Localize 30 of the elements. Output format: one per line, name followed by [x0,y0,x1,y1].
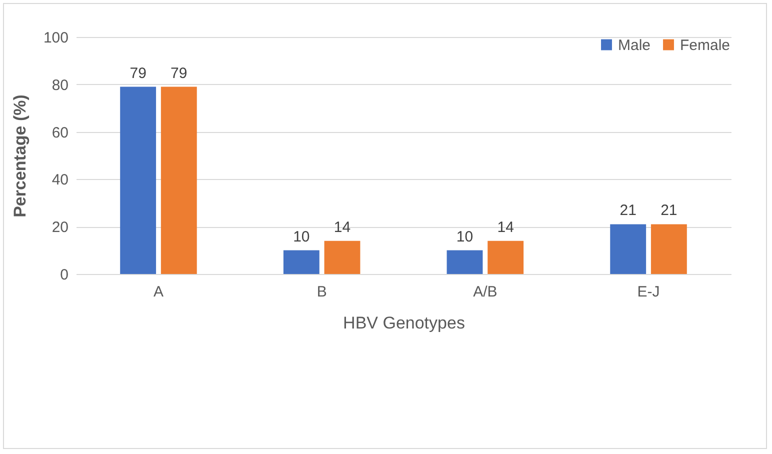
data-label: 21 [660,202,678,220]
x-tick-label: E-J [637,284,660,300]
bar [610,224,646,274]
y-tick-label: 20 [52,219,68,236]
x-axis-title: HBV Genotypes [343,314,465,332]
bar [283,250,320,274]
legend-label: Female [680,36,730,54]
bar [160,86,197,274]
y-tick-label: 40 [52,172,68,189]
data-label: 21 [620,202,636,220]
bar [446,250,483,274]
y-axis-title: Percentage (%) [10,94,30,218]
bar [120,86,156,274]
x-tick-label: A [153,284,164,300]
y-tick-label: 80 [52,76,68,94]
legend-label: Male [618,36,651,54]
bar [488,240,524,274]
y-tick-label: 0 [60,266,68,284]
data-label: 14 [334,218,351,236]
data-label: 10 [293,228,310,246]
x-tick-label: A/B [473,284,498,300]
x-tick-label: B [316,284,327,300]
data-label: 79 [170,64,188,82]
data-label: 14 [497,218,514,236]
bar [324,240,360,274]
data-label: 79 [130,64,146,82]
data-label: 10 [456,228,474,246]
y-tick-label: 60 [52,124,68,142]
y-tick-label: 100 [43,30,68,46]
bar [650,224,687,274]
